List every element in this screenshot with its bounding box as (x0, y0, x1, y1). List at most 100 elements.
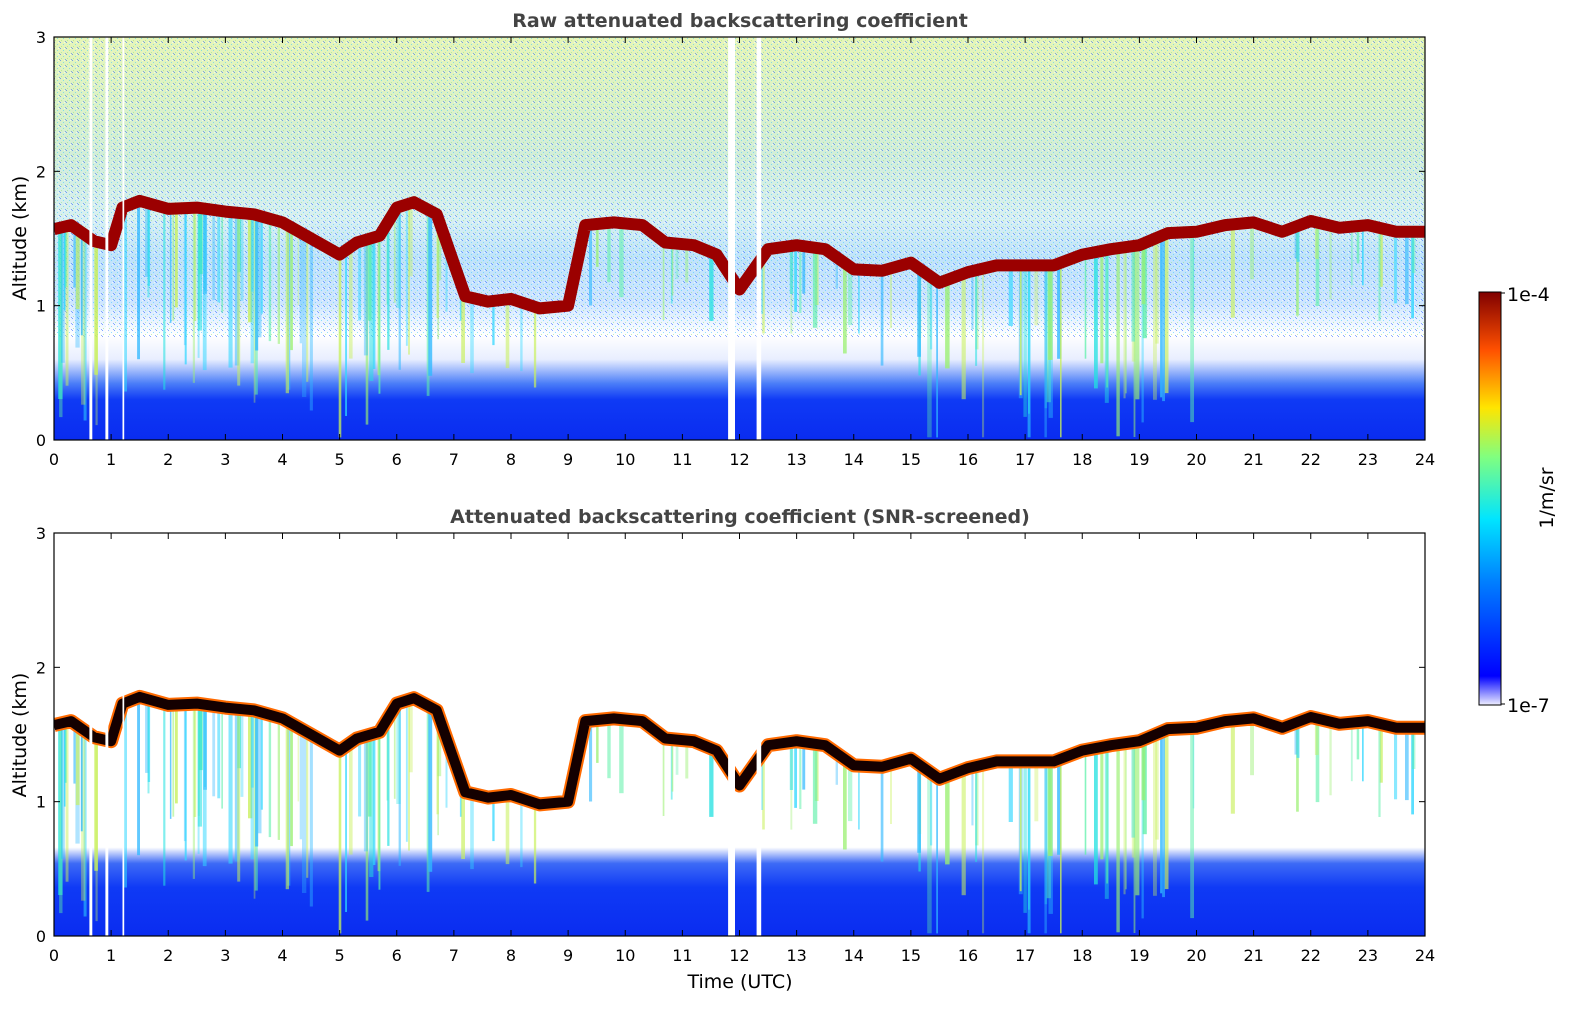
precip-streak (172, 708, 175, 817)
precip-streak (760, 263, 764, 314)
precip-streak (533, 806, 537, 884)
precip-streak (378, 240, 381, 394)
precip-streak (835, 260, 838, 289)
precip-streak (858, 769, 860, 830)
x-tick-label: 23 (1358, 946, 1378, 965)
precip-streak (338, 754, 342, 934)
precip-streak (1116, 252, 1120, 437)
panel-screened-x-ticks: 0 1 2 3 4 5 6 7 8 9 10 11 12 13 14 15 16 17 18 19 20 21 22 23 24 (49, 533, 1435, 965)
x-tick-label: 17 (1015, 946, 1035, 965)
precip-streak (1023, 765, 1027, 913)
panel-raw: Raw attenuated backscattering coefficien… (9, 10, 1435, 469)
precip-streak (63, 726, 66, 807)
data-gap (105, 533, 109, 936)
panel-raw-x-ticks: 0 1 2 3 4 5 6 7 8 9 10 11 12 13 14 15 16 17 18 19 20 21 22 23 24 (49, 37, 1435, 469)
precip-streak (1133, 250, 1136, 437)
x-tick-label: 19 (1129, 946, 1149, 965)
x-tick-label: 9 (563, 946, 573, 965)
panel-raw-cloud-layer (54, 194, 1425, 315)
panel-screened-precip-streaks (58, 701, 1416, 934)
precip-streak (426, 213, 430, 396)
precip-streak (1106, 254, 1109, 388)
precip-streak (607, 227, 611, 283)
precip-streak (290, 230, 293, 351)
precip-streak (685, 248, 689, 283)
x-tick-label: 15 (901, 450, 921, 469)
x-tick-label: 11 (672, 946, 692, 965)
precip-streak (1160, 240, 1163, 398)
precip-streak (94, 245, 98, 375)
precip-streak (945, 780, 950, 865)
precip-streak (297, 235, 300, 306)
precip-streak (64, 230, 67, 287)
precip-streak (1044, 765, 1048, 905)
precip-streak (802, 746, 806, 790)
precip-streak (387, 723, 390, 846)
data-gap (728, 37, 735, 440)
precip-streak (1060, 763, 1062, 934)
precip-streak (258, 715, 262, 834)
precip-streak (1044, 765, 1047, 934)
precip-streak (1019, 269, 1022, 396)
precip-streak (762, 757, 765, 830)
precip-streak (81, 236, 86, 405)
precip-streak (1048, 765, 1053, 856)
precip-streak (1350, 230, 1353, 286)
precip-streak (251, 714, 254, 788)
precip-streak (1034, 269, 1039, 326)
precip-streak (228, 712, 233, 864)
precip-streak (378, 736, 381, 890)
precip-streak (285, 228, 289, 394)
precip-streak (961, 278, 966, 400)
precip-streak (492, 801, 495, 842)
precip-streak (169, 708, 172, 819)
precip-streak (1315, 722, 1320, 803)
precip-streak (393, 216, 396, 303)
precip-streak (393, 712, 396, 799)
precip-streak (1362, 725, 1364, 782)
panel-raw-precip-streaks (58, 205, 1416, 438)
precip-streak (789, 250, 794, 294)
precip-streak (709, 255, 714, 321)
precip-streak (445, 243, 448, 312)
precip-streak (470, 301, 474, 374)
precip-streak (1405, 235, 1409, 305)
precip-streak (843, 761, 847, 850)
x-tick-label: 13 (786, 946, 806, 965)
precip-streak (184, 708, 187, 861)
precip-streak (1190, 732, 1194, 919)
precip-streak (163, 707, 166, 886)
precip-streak (65, 726, 69, 882)
precip-streak (1153, 739, 1157, 896)
x-tick-label: 12 (729, 946, 749, 965)
precip-streak (147, 703, 150, 794)
precip-streak (277, 721, 280, 840)
precip-streak (405, 208, 408, 346)
precip-streak (175, 212, 178, 308)
precip-streak (520, 802, 523, 868)
precip-streak (1296, 726, 1299, 812)
y-tick-label: 0 (36, 431, 46, 450)
precip-streak (258, 219, 262, 338)
precip-streak (1329, 725, 1332, 796)
panel-raw-ylabel: Altitude (km) (9, 176, 31, 301)
precip-streak (428, 709, 433, 872)
data-gap (89, 533, 93, 936)
data-gap (756, 533, 762, 936)
precip-streak (428, 213, 433, 376)
x-tick-label: 11 (672, 450, 692, 469)
precip-streak (408, 208, 410, 355)
precip-streak (80, 731, 83, 832)
precip-streak (596, 724, 599, 763)
precip-streak (1141, 744, 1146, 801)
precip-streak (459, 284, 462, 321)
precip-streak (58, 728, 63, 895)
precip-streak (234, 216, 240, 366)
x-tick-label: 14 (844, 450, 864, 469)
x-tick-label: 6 (392, 946, 402, 965)
precip-streak (1100, 255, 1104, 364)
precip-streak (619, 722, 624, 794)
precip-streak (848, 269, 853, 326)
precip-streak (890, 768, 892, 824)
precip-streak (75, 232, 80, 310)
